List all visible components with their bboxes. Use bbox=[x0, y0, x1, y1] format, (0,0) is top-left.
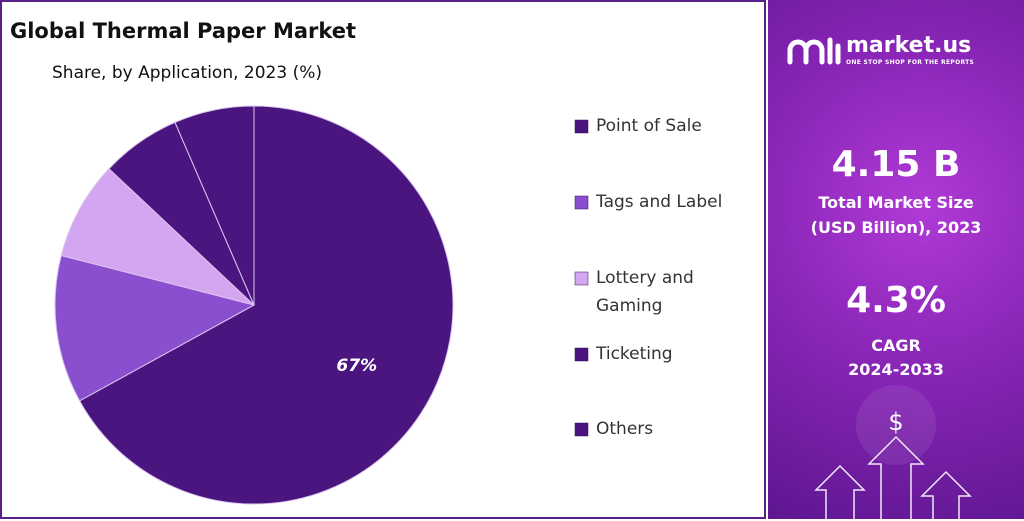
pie-slice bbox=[54, 254, 256, 402]
data-label: 67% bbox=[336, 356, 377, 376]
dollar-icon: $ bbox=[888, 408, 904, 436]
decor-circle bbox=[856, 385, 936, 465]
panel-graphics bbox=[787, 37, 972, 519]
market-size-value: 4.15 B bbox=[831, 144, 961, 185]
legend-label: Lottery and Gaming bbox=[596, 268, 694, 316]
legend-label: Point of Sale bbox=[596, 116, 702, 136]
legend-swatch bbox=[574, 119, 589, 134]
brand-name: market.us bbox=[846, 33, 972, 58]
cagr-period: 2024-2033 bbox=[848, 360, 944, 379]
chart: Global Thermal Paper Market Share, by Ap… bbox=[10, 19, 722, 505]
chart-subtitle: Share, by Application, 2023 (%) bbox=[52, 63, 322, 83]
legend-swatch bbox=[574, 347, 589, 362]
cagr-value: 4.3% bbox=[846, 280, 946, 321]
pie-slice bbox=[78, 105, 454, 505]
legend-swatch bbox=[574, 195, 589, 210]
pie-slice bbox=[174, 105, 255, 306]
legend-label: Ticketing bbox=[595, 344, 673, 364]
chart-title: Global Thermal Paper Market bbox=[10, 19, 356, 43]
legend-label: Others bbox=[596, 419, 653, 439]
chart-panel: Global Thermal Paper Market Share, by Ap… bbox=[0, 0, 766, 519]
cagr-label: CAGR bbox=[871, 336, 921, 355]
legend-swatch bbox=[574, 271, 589, 286]
brand-tagline: ONE STOP SHOP FOR THE REPORTS bbox=[846, 59, 975, 66]
market-size-label: Total Market Size bbox=[818, 193, 974, 212]
market-size-unit: (USD Billion), 2023 bbox=[810, 218, 982, 237]
legend-label: Tags and Label bbox=[595, 192, 722, 212]
summary-panel: market.us ONE STOP SHOP FOR THE REPORTS … bbox=[768, 0, 1024, 519]
legend-swatch bbox=[574, 422, 589, 437]
pie-slice bbox=[60, 168, 255, 306]
